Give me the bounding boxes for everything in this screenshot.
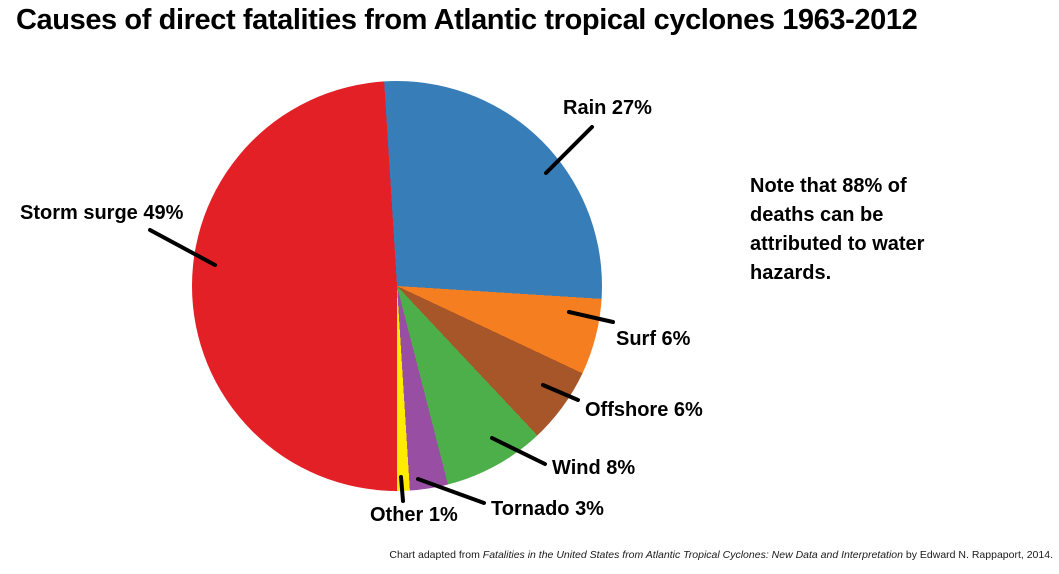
attribution: Chart adapted from Fatalities in the Uni…: [389, 549, 1053, 561]
pie-label-wind: Wind 8%: [552, 457, 636, 479]
pie-label-tornado: Tornado 3%: [491, 498, 604, 520]
pie-label-other: Other 1%: [370, 504, 458, 526]
pie-label-surf: Surf 6%: [616, 328, 691, 350]
chart-title: Causes of direct fatalities from Atlanti…: [16, 4, 918, 36]
pie-label-storm-surge: Storm surge 49%: [20, 202, 184, 224]
pie-chart: [192, 81, 602, 491]
note-text: Note that 88% of deaths can be attribute…: [750, 175, 925, 284]
attribution-suffix: by Edward N. Rappaport, 2014.: [902, 549, 1053, 561]
pie-label-rain: Rain 27%: [563, 97, 652, 119]
pie-label-offshore: Offshore 6%: [585, 399, 703, 421]
attribution-prefix: Chart adapted from: [389, 549, 483, 561]
attribution-source-title: Fatalities in the United States from Atl…: [482, 549, 903, 561]
